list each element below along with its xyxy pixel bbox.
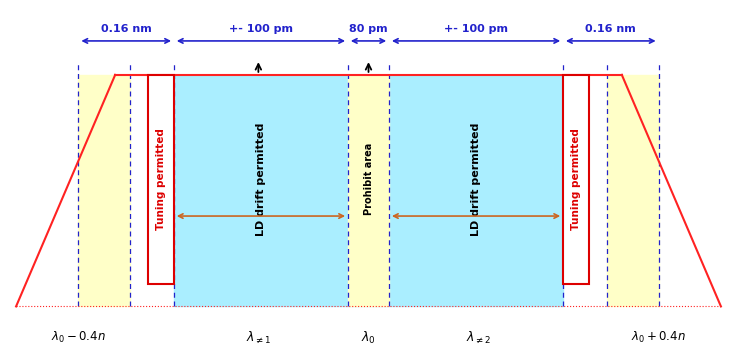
Text: $\lambda_0 - 0.4n$: $\lambda_0 - 0.4n$ — [51, 330, 106, 345]
Text: +- 100 pm: +- 100 pm — [229, 24, 293, 34]
Text: +- 100 pm: +- 100 pm — [444, 24, 508, 34]
Bar — [563, 75, 589, 284]
Text: Tuning permitted: Tuning permitted — [156, 128, 166, 230]
Text: 0.16 nm: 0.16 nm — [101, 24, 152, 34]
Text: LD drift permitted: LD drift permitted — [256, 122, 266, 236]
Text: Tuning permitted: Tuning permitted — [571, 128, 581, 230]
Text: $\lambda_0$: $\lambda_0$ — [361, 329, 376, 346]
Text: LD drift permitted: LD drift permitted — [471, 122, 481, 236]
Bar — [148, 75, 174, 284]
Text: Prohibit area: Prohibit area — [363, 143, 374, 215]
Text: $\lambda_{\neq1}$: $\lambda_{\neq1}$ — [245, 329, 271, 346]
Text: $\lambda_{\neq2}$: $\lambda_{\neq2}$ — [466, 329, 492, 346]
Text: 0.16 nm: 0.16 nm — [585, 24, 636, 34]
Text: $\lambda_0 + 0.4n$: $\lambda_0 + 0.4n$ — [631, 330, 686, 345]
Text: 80 pm: 80 pm — [349, 24, 388, 34]
